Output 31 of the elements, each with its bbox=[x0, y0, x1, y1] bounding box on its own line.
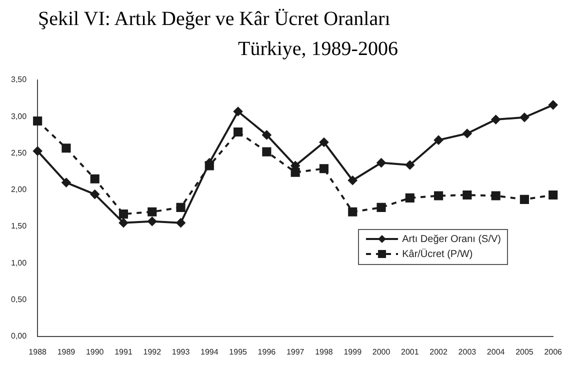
x-tick-label: 1999 bbox=[344, 347, 362, 356]
x-tick-label: 2005 bbox=[516, 347, 534, 356]
x-tick-label: 2001 bbox=[401, 347, 420, 356]
chart-subtitle: Türkiye, 1989-2006 bbox=[237, 38, 399, 62]
legend-label: Kâr/Ücret (P/W) bbox=[402, 248, 473, 260]
legend-label: Artı Değer Oranı (S/V) bbox=[402, 234, 502, 245]
x-tick-label: 1990 bbox=[86, 347, 104, 356]
x-tick-label: 1993 bbox=[172, 347, 190, 356]
y-tick-label: 1,50 bbox=[10, 222, 28, 231]
x-tick-label: 1995 bbox=[229, 347, 248, 356]
x-tick-label: 1988 bbox=[28, 347, 48, 356]
x-tick-label: 2004 bbox=[486, 347, 506, 356]
y-tick-label: 1,00 bbox=[10, 258, 28, 268]
x-tick-label: 2003 bbox=[458, 347, 477, 356]
x-tick-label: 2000 bbox=[372, 347, 391, 356]
x-tick-label: 1992 bbox=[143, 347, 162, 356]
y-tick-label: 2,50 bbox=[10, 148, 28, 158]
y-tick-label: 3,00 bbox=[10, 112, 28, 121]
x-tick-label: 1994 bbox=[200, 347, 219, 356]
x-tick-label: 2006 bbox=[544, 347, 563, 356]
x-tick-label: 1989 bbox=[57, 347, 76, 356]
x-tick-label: 1998 bbox=[315, 347, 334, 356]
x-tick-label: 2002 bbox=[430, 347, 448, 356]
x-tick-label: 1997 bbox=[286, 347, 305, 356]
x-tick-label: 1991 bbox=[114, 347, 133, 356]
y-tick-label: 2,00 bbox=[10, 185, 28, 194]
y-tick-label: 3,50 bbox=[10, 75, 28, 84]
y-tick-label: 0,50 bbox=[10, 294, 28, 304]
chart-title: Şekil VI: Artık Değer ve Kâr Ücret Oranları bbox=[37, 8, 392, 32]
y-tick-label: 0,00 bbox=[10, 332, 28, 341]
x-tick-label: 1996 bbox=[258, 347, 276, 356]
